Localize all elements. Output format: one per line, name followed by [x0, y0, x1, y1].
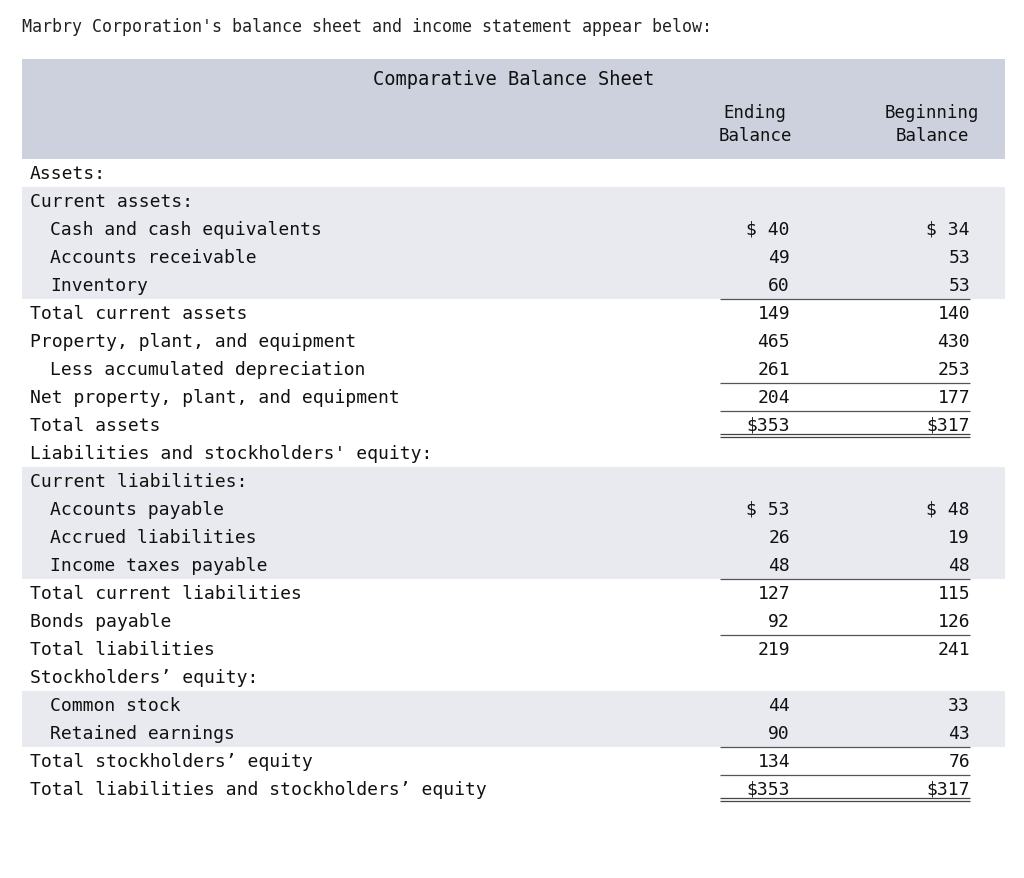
Text: 430: 430 — [937, 333, 970, 350]
Text: Current liabilities:: Current liabilities: — [30, 472, 248, 491]
Bar — [22, 608, 1005, 636]
Bar — [22, 551, 1005, 579]
Text: $317: $317 — [927, 416, 970, 435]
Text: 115: 115 — [937, 585, 970, 602]
Bar — [22, 440, 1005, 467]
Text: 92: 92 — [768, 612, 790, 630]
Bar — [22, 356, 1005, 384]
Bar — [22, 663, 1005, 691]
Text: 48: 48 — [768, 557, 790, 574]
Text: 60: 60 — [768, 277, 790, 295]
Text: 90: 90 — [768, 724, 790, 742]
Bar — [22, 216, 1005, 244]
Text: Income taxes payable: Income taxes payable — [50, 557, 267, 574]
Text: Liabilities and stockholders' equity:: Liabilities and stockholders' equity: — [30, 444, 432, 463]
Text: $ 40: $ 40 — [746, 220, 790, 239]
Bar — [22, 467, 1005, 495]
Text: 26: 26 — [768, 529, 790, 546]
Text: Total assets: Total assets — [30, 416, 161, 435]
Text: 241: 241 — [937, 640, 970, 658]
Text: Total liabilities and stockholders’ equity: Total liabilities and stockholders’ equi… — [30, 781, 486, 798]
Text: 44: 44 — [768, 696, 790, 714]
Bar — [22, 747, 1005, 775]
Text: Total stockholders’ equity: Total stockholders’ equity — [30, 752, 312, 770]
Text: Property, plant, and equipment: Property, plant, and equipment — [30, 333, 356, 350]
Bar — [22, 495, 1005, 523]
Text: Inventory: Inventory — [50, 277, 147, 295]
Text: Less accumulated depreciation: Less accumulated depreciation — [50, 361, 366, 378]
Text: $ 48: $ 48 — [927, 500, 970, 518]
Bar — [22, 775, 1005, 803]
Bar — [22, 719, 1005, 747]
Text: Ending
Balance: Ending Balance — [718, 104, 792, 145]
Text: Total current liabilities: Total current liabilities — [30, 585, 302, 602]
Bar — [22, 244, 1005, 271]
Text: 76: 76 — [948, 752, 970, 770]
Text: Accrued liabilities: Accrued liabilities — [50, 529, 257, 546]
Text: 19: 19 — [948, 529, 970, 546]
Bar — [22, 327, 1005, 356]
Text: 53: 53 — [948, 248, 970, 267]
Text: $353: $353 — [746, 416, 790, 435]
Text: Net property, plant, and equipment: Net property, plant, and equipment — [30, 389, 399, 407]
Text: Retained earnings: Retained earnings — [50, 724, 234, 742]
Text: 127: 127 — [758, 585, 790, 602]
Text: Beginning
Balance: Beginning Balance — [885, 104, 979, 145]
Text: 219: 219 — [758, 640, 790, 658]
Text: 48: 48 — [948, 557, 970, 574]
Text: 177: 177 — [937, 389, 970, 407]
Text: 134: 134 — [758, 752, 790, 770]
Text: 126: 126 — [937, 612, 970, 630]
Text: 33: 33 — [948, 696, 970, 714]
Text: Common stock: Common stock — [50, 696, 180, 714]
Text: Assets:: Assets: — [30, 165, 106, 183]
Text: Accounts receivable: Accounts receivable — [50, 248, 257, 267]
Text: Total liabilities: Total liabilities — [30, 640, 215, 658]
Text: Stockholders’ equity:: Stockholders’ equity: — [30, 668, 258, 687]
Text: $317: $317 — [927, 781, 970, 798]
Bar — [22, 60, 1005, 160]
Text: 204: 204 — [758, 389, 790, 407]
Bar — [22, 160, 1005, 188]
Bar — [22, 523, 1005, 551]
Bar — [22, 691, 1005, 719]
Text: $ 53: $ 53 — [746, 500, 790, 518]
Text: $ 34: $ 34 — [927, 220, 970, 239]
Bar — [22, 271, 1005, 299]
Text: Comparative Balance Sheet: Comparative Balance Sheet — [373, 70, 654, 89]
Text: 53: 53 — [948, 277, 970, 295]
Text: 261: 261 — [758, 361, 790, 378]
Bar — [22, 412, 1005, 440]
Text: Marbry Corporation's balance sheet and income statement appear below:: Marbry Corporation's balance sheet and i… — [22, 18, 712, 36]
Bar — [22, 636, 1005, 663]
Bar — [22, 299, 1005, 327]
Bar — [22, 579, 1005, 608]
Bar — [22, 188, 1005, 216]
Text: Total current assets: Total current assets — [30, 305, 248, 322]
Text: Bonds payable: Bonds payable — [30, 612, 171, 630]
Text: Accounts payable: Accounts payable — [50, 500, 224, 518]
Text: 465: 465 — [758, 333, 790, 350]
Text: $353: $353 — [746, 781, 790, 798]
Text: 149: 149 — [758, 305, 790, 322]
Bar — [22, 384, 1005, 412]
Text: 43: 43 — [948, 724, 970, 742]
Text: Current assets:: Current assets: — [30, 193, 194, 211]
Text: 140: 140 — [937, 305, 970, 322]
Text: 253: 253 — [937, 361, 970, 378]
Text: Cash and cash equivalents: Cash and cash equivalents — [50, 220, 322, 239]
Text: 49: 49 — [768, 248, 790, 267]
